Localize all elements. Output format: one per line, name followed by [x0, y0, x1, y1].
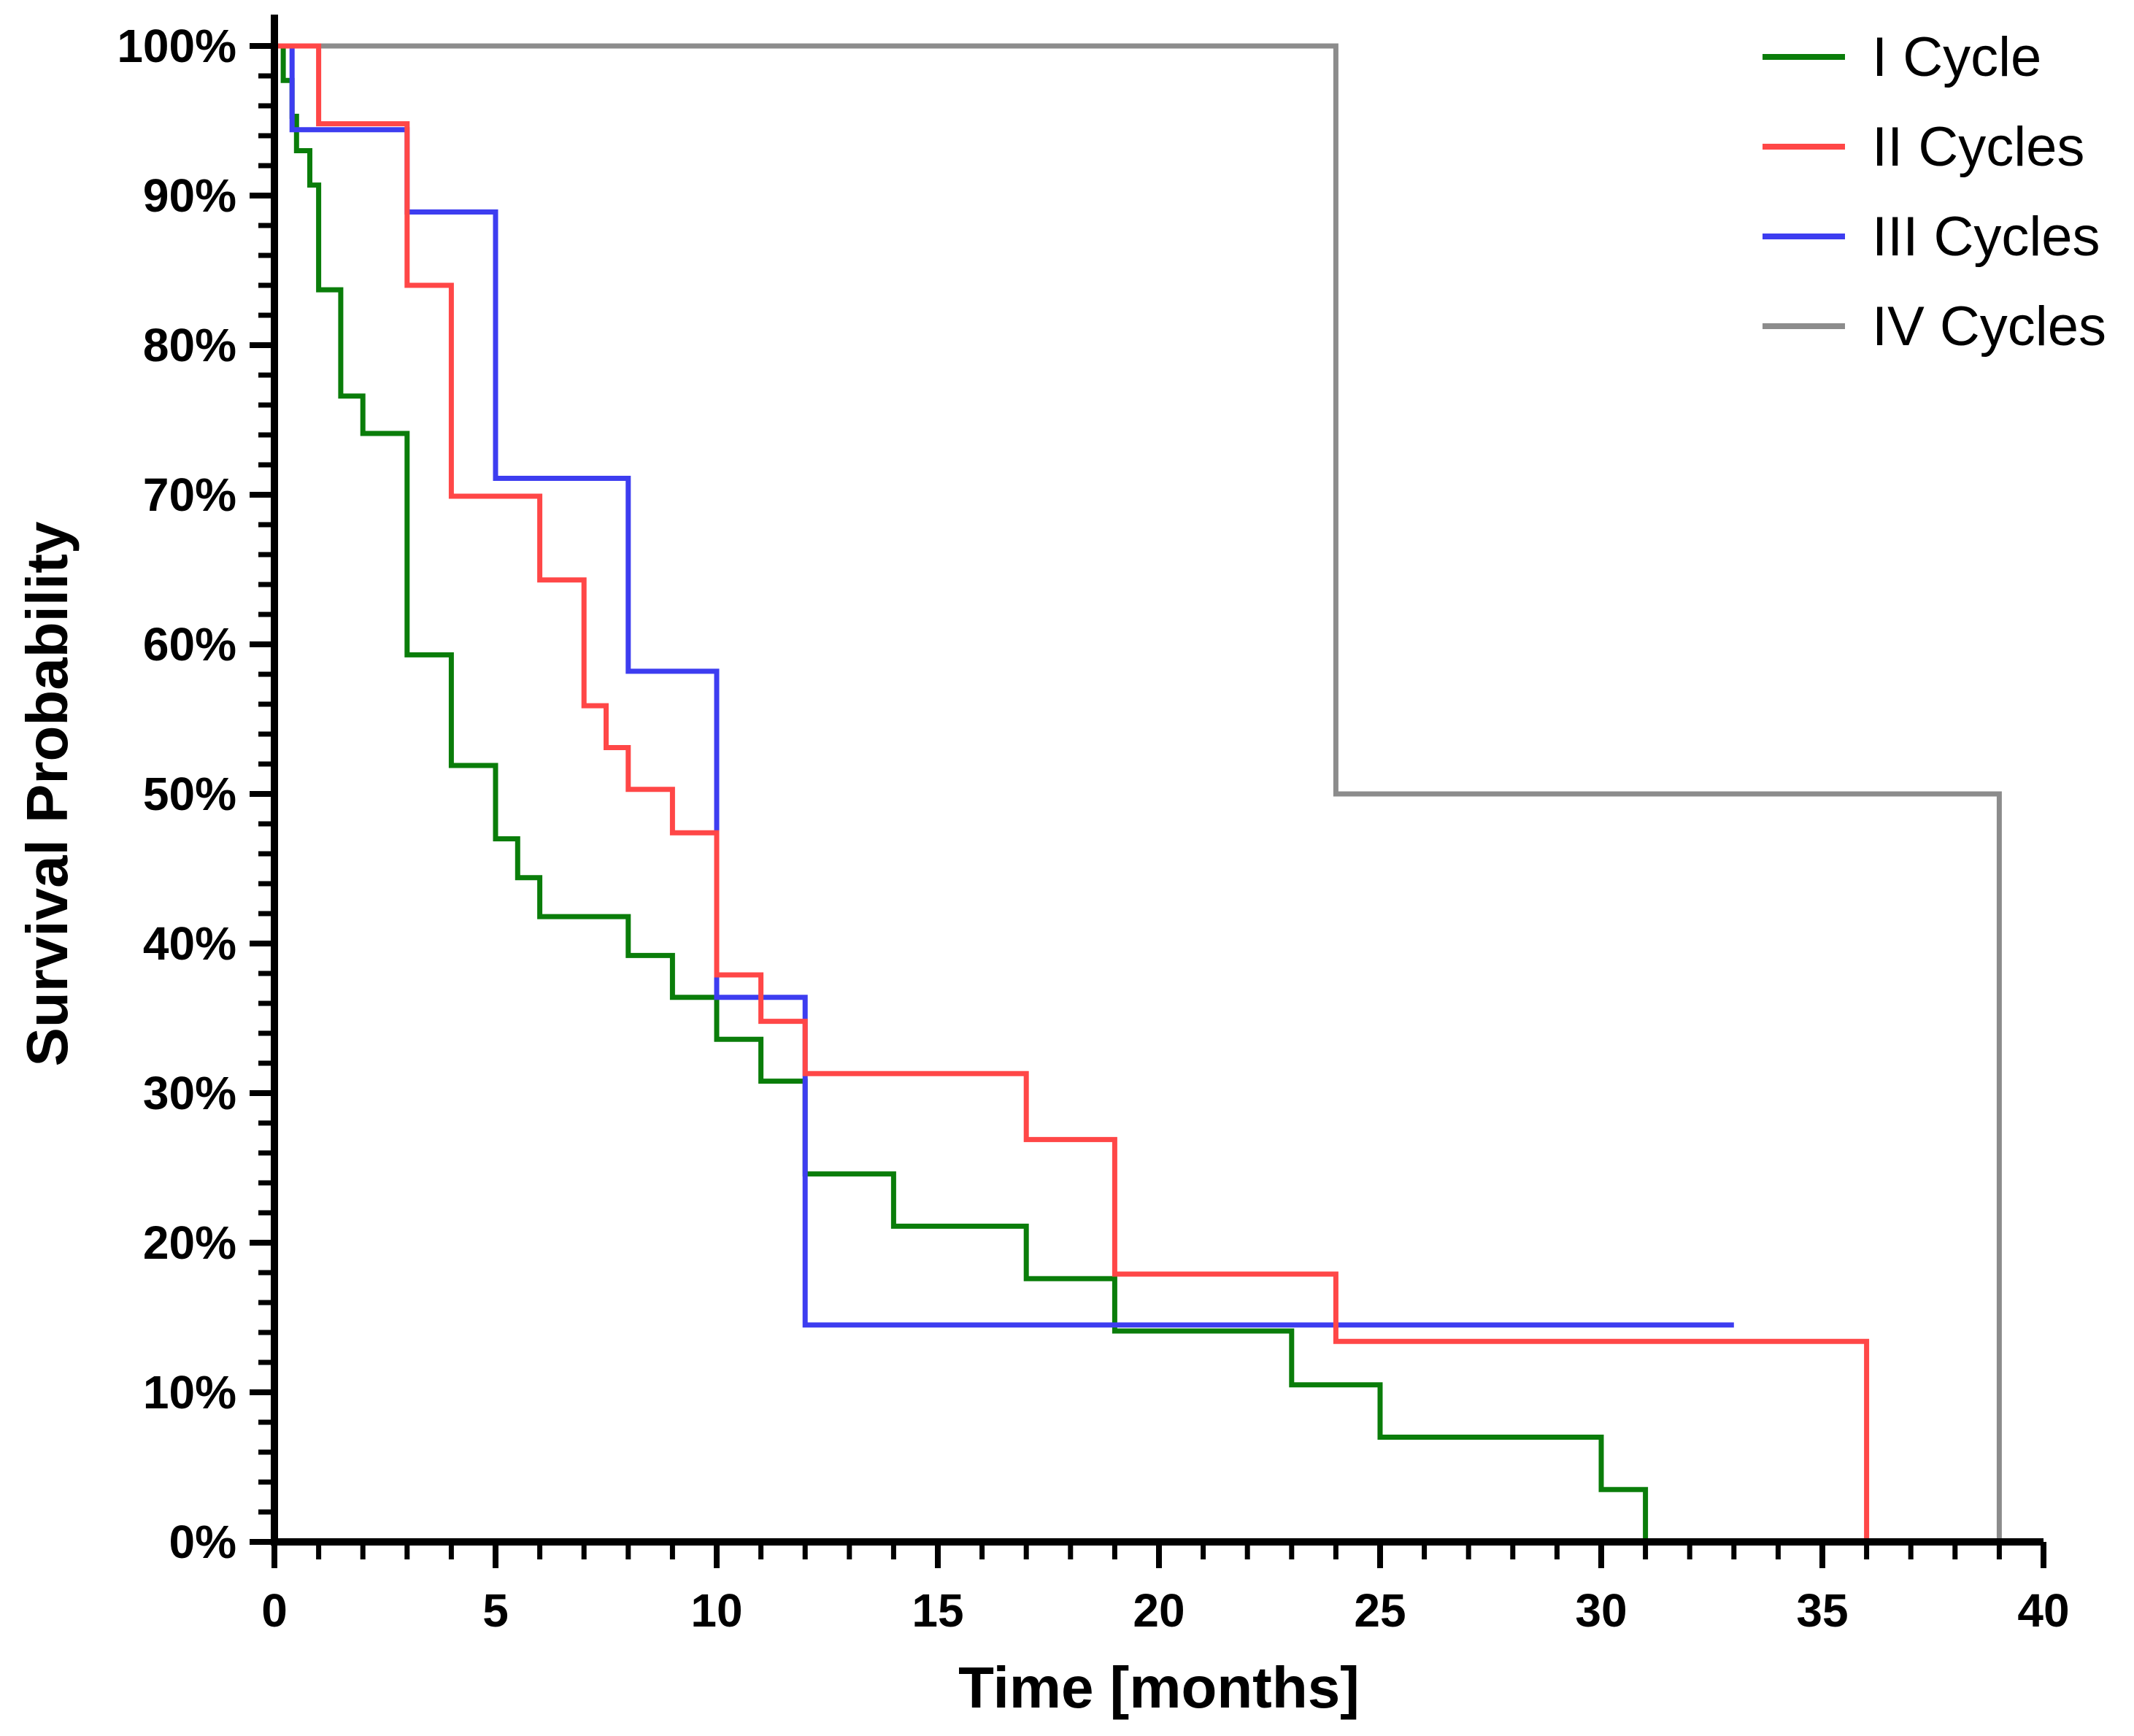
- series-line-iv-cycles: [274, 43, 2002, 1542]
- legend-item-ii-cycles: II Cycles: [1763, 116, 2084, 178]
- y-tick-label: 60%: [143, 618, 236, 671]
- legend-label: III Cycles: [1872, 206, 2100, 268]
- legend-label: I Cycle: [1872, 26, 2041, 88]
- y-tick-label: 40%: [143, 917, 236, 970]
- legend-item-i-cycle: I Cycle: [1763, 26, 2041, 88]
- x-tick-label: 10: [690, 1584, 742, 1637]
- series-line-ii-cycles: [274, 43, 1870, 1542]
- series-line-i-cycle: [274, 43, 1649, 1542]
- x-tick-label: 0: [261, 1584, 288, 1637]
- legend: I Cycle II Cycles III Cycles IV Cycles: [1763, 26, 2106, 358]
- legend-label: IV Cycles: [1872, 296, 2106, 358]
- x-tick-label: 40: [2017, 1584, 2069, 1637]
- y-tick-label: 10%: [143, 1366, 236, 1419]
- x-tick-label: 20: [1133, 1584, 1185, 1637]
- x-tick-label: 25: [1354, 1584, 1406, 1637]
- legend-label: II Cycles: [1872, 116, 2084, 178]
- x-tick-label: 5: [482, 1584, 509, 1637]
- series-line-iii-cycles: [274, 43, 1734, 1328]
- x-axis-title: Time [months]: [958, 1655, 1360, 1720]
- x-tick-label: 35: [1796, 1584, 1848, 1637]
- series-lines: [274, 43, 2002, 1542]
- x-tick-label: 15: [912, 1584, 963, 1637]
- y-tick-label: 30%: [143, 1067, 236, 1119]
- tick-labels: 0% 10% 20% 30% 40% 50% 60% 70% 80% 90% 100% 0 5 10 15 2…: [117, 20, 2069, 1637]
- y-tick-label: 0%: [169, 1516, 237, 1568]
- x-tick-label: 30: [1575, 1584, 1627, 1637]
- y-tick-label: 20%: [143, 1216, 236, 1269]
- legend-item-iv-cycles: IV Cycles: [1763, 296, 2106, 358]
- y-tick-label: 70%: [143, 468, 236, 521]
- y-tick-label: 80%: [143, 319, 236, 371]
- y-tick-label: 90%: [143, 169, 236, 222]
- legend-item-iii-cycles: III Cycles: [1763, 206, 2100, 268]
- y-tick-label: 100%: [117, 20, 236, 72]
- y-tick-label: 50%: [143, 768, 236, 820]
- axes: [271, 15, 2044, 1546]
- y-axis-title: Survival Probability: [15, 521, 80, 1066]
